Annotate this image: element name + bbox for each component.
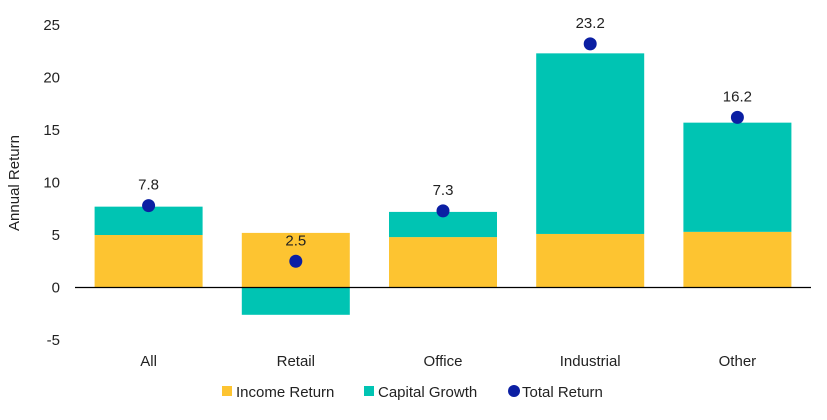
y-tick-label: 25 — [43, 17, 60, 34]
y-tick-label: -5 — [47, 332, 60, 349]
bar-income-return — [389, 237, 497, 287]
total-return-point — [731, 111, 744, 124]
total-return-point — [142, 199, 155, 212]
y-tick-labels: -5 0 5 10 15 20 25 — [43, 17, 60, 349]
legend-label-total: Total Return — [522, 384, 603, 401]
bar-capital-growth — [683, 123, 791, 232]
y-tick-label: 15 — [43, 122, 60, 139]
data-label: 2.5 — [285, 232, 306, 249]
bar-income-return — [95, 235, 203, 288]
y-tick-label: 5 — [52, 227, 60, 244]
category-label: Industrial — [560, 353, 621, 370]
category-label: Office — [424, 353, 463, 370]
legend: Income Return Capital Growth Total Retur… — [222, 384, 603, 401]
bar-capital-growth — [536, 53, 644, 234]
y-tick-label: 0 — [52, 280, 60, 297]
category-label: Other — [719, 353, 757, 370]
legend-swatch-capital — [364, 386, 374, 396]
category-label: All — [140, 353, 157, 370]
y-axis-label: Annual Return — [6, 135, 23, 231]
bar-capital-growth — [242, 288, 350, 315]
legend-label-capital: Capital Growth — [378, 384, 477, 401]
total-return-point — [584, 37, 597, 50]
bar-income-return — [536, 234, 644, 288]
data-label: 23.2 — [576, 15, 605, 32]
data-label: 16.2 — [723, 88, 752, 105]
legend-label-income: Income Return — [236, 384, 334, 401]
total-return-point — [289, 255, 302, 268]
category-labels: All Retail Office Industrial Other — [140, 353, 756, 370]
category-label: Retail — [277, 353, 315, 370]
data-label: 7.3 — [433, 182, 454, 199]
bar-income-return — [683, 232, 791, 288]
legend-marker-total — [508, 385, 520, 397]
data-label: 7.8 — [138, 177, 159, 194]
total-return-point — [437, 204, 450, 217]
y-tick-label: 20 — [43, 70, 60, 87]
legend-swatch-income — [222, 386, 232, 396]
y-tick-label: 10 — [43, 175, 60, 192]
